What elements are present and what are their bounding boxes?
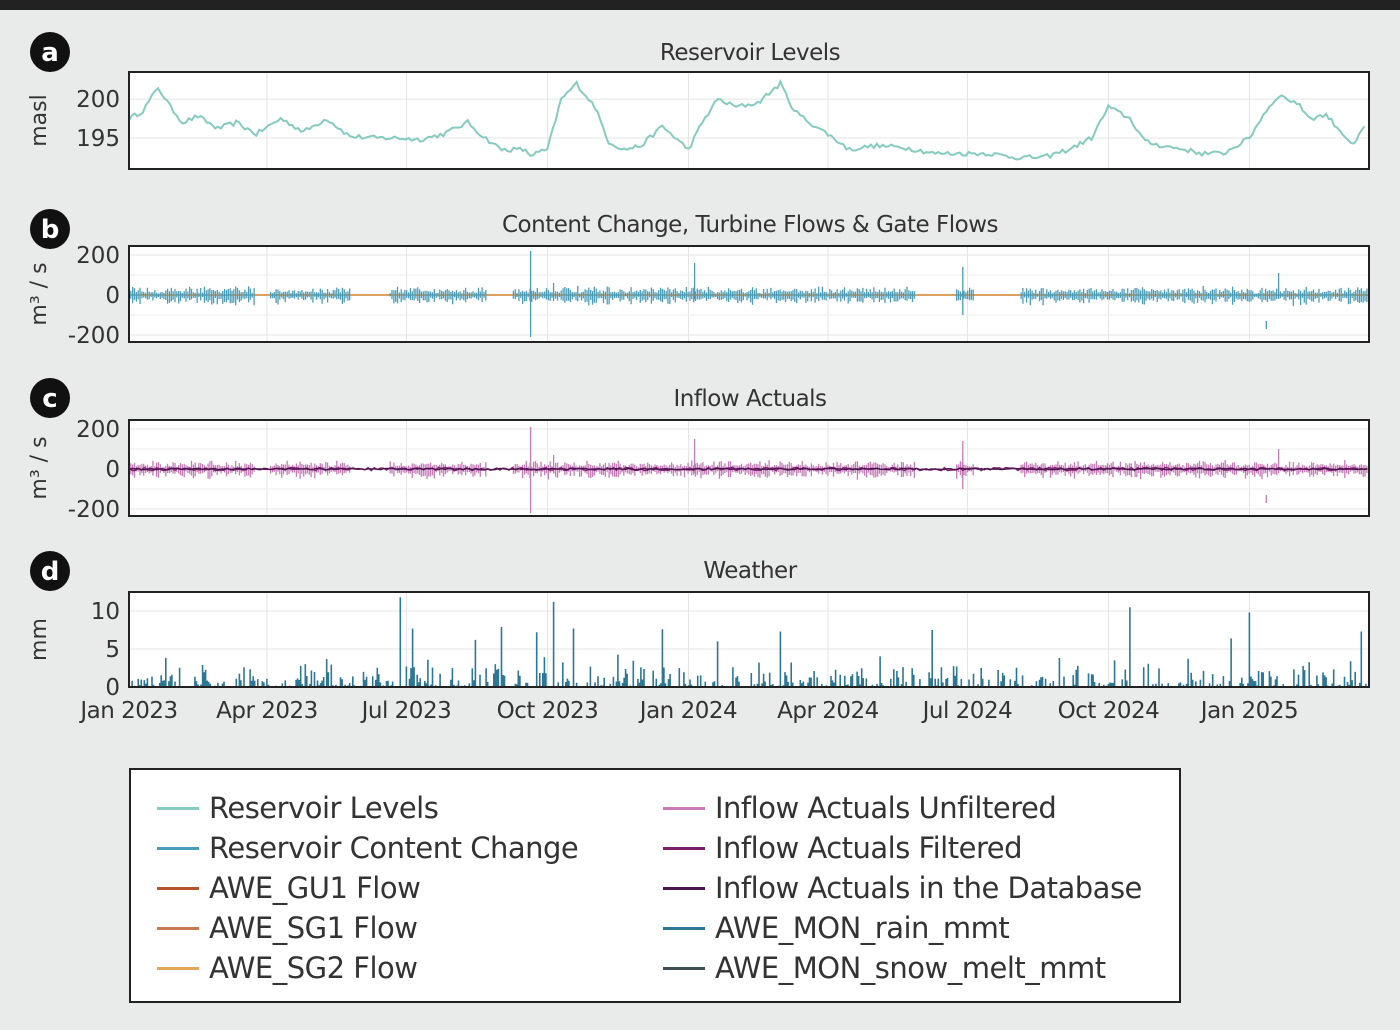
panel-letter-badge [30, 551, 70, 591]
legend: Reservoir Levels Reservoir Content Chang… [129, 768, 1181, 1003]
panel-c: c Inflow Actuals m³ / s -200 0 200 [27, 378, 1370, 523]
plot-frame [128, 591, 1370, 688]
legend-label: Reservoir Content Change [209, 831, 579, 865]
legend-label: AWE_SG1 Flow [209, 911, 418, 945]
x-tick-label: Jan 2023 [78, 698, 177, 724]
panel-b: b Content Change, Turbine Flows & Gate Fl… [27, 209, 1370, 349]
plot-area [129, 592, 1369, 687]
panel-letter-badge [30, 209, 70, 249]
panel-letter: d [41, 557, 60, 587]
plot-frame [128, 245, 1370, 343]
y-tick-label: 200 [76, 243, 120, 269]
legend-label: Inflow Actuals Filtered [715, 831, 1023, 865]
legend-swatch [663, 806, 705, 810]
panel-title: Inflow Actuals [673, 386, 826, 412]
x-tick-label: Jul 2023 [360, 698, 452, 724]
legend-label: AWE_MON_rain_mmt [715, 911, 1010, 945]
panel-letter-badge [30, 378, 70, 418]
panel-letter-badge [30, 32, 70, 72]
panel-title: Reservoir Levels [660, 40, 840, 66]
legend-swatch [663, 926, 705, 930]
y-tick-label: 0 [105, 675, 120, 701]
panel-letter: b [41, 215, 60, 245]
legend-label: AWE_GU1 Flow [209, 871, 421, 905]
legend-swatch [663, 886, 705, 890]
legend-item: AWE_GU1 Flow [157, 868, 578, 908]
panel-letter: c [42, 384, 57, 414]
y-tick-label: 200 [76, 417, 120, 443]
panel-letter: a [41, 38, 59, 68]
legend-label: AWE_MON_snow_melt_mmt [715, 951, 1106, 985]
legend-label: Inflow Actuals Unfiltered [715, 791, 1057, 825]
x-tick-label: Apr 2024 [777, 698, 879, 724]
legend-item: Reservoir Content Change [157, 828, 579, 868]
x-tick-label: Oct 2024 [1058, 698, 1160, 724]
legend-swatch [157, 966, 199, 970]
x-tick-label: Apr 2023 [216, 698, 318, 724]
y-tick-label: 5 [105, 637, 120, 663]
grid [128, 72, 1369, 169]
legend-swatch [663, 846, 705, 850]
series-group [129, 251, 1369, 337]
panel-a: a Reservoir Levels masl 195 200 [27, 32, 1370, 170]
plot-area [129, 72, 1369, 169]
plot-frame [128, 71, 1370, 170]
panel-d: d Weather mm 0 5 10 Jan 2023 Apr 2023 Jul 2023 Oc… [27, 551, 1370, 724]
y-tick-label: -200 [68, 497, 120, 523]
series-line-inflow-actuals-in-the-database [129, 467, 1368, 471]
y-axis-label: masl [27, 94, 52, 147]
y-tick-label: 0 [105, 457, 120, 483]
legend-swatch [157, 806, 199, 810]
legend-item: AWE_MON_rain_mmt [663, 908, 1142, 948]
legend-label: AWE_SG2 Flow [209, 951, 418, 985]
figure: a Reservoir Levels masl 195 200 b Content Chan… [27, 32, 1370, 724]
legend-item: Inflow Actuals Filtered [663, 828, 1142, 868]
series-group [129, 78, 1366, 161]
legend-column-left: Reservoir Levels Reservoir Content Chang… [157, 788, 579, 988]
legend-label: Reservoir Levels [209, 791, 439, 825]
x-tick-label: Jul 2024 [921, 698, 1013, 724]
panel-title: Content Change, Turbine Flows & Gate Flo… [502, 212, 998, 238]
plot-frame [128, 419, 1370, 517]
series-line-reservoir-levels [129, 78, 1366, 161]
y-tick-label: 10 [91, 599, 120, 625]
y-axis-label: mm [27, 618, 52, 661]
legend-column-right: Inflow Actuals Unfiltered Inflow Actuals… [663, 788, 1142, 988]
series-group [129, 427, 1369, 513]
series-line-reservoir-content-change [129, 251, 1369, 337]
legend-swatch [157, 846, 199, 850]
legend-item: AWE_SG1 Flow [157, 908, 578, 948]
legend-item: Reservoir Levels [157, 788, 578, 828]
legend-label: Inflow Actuals in the Database [715, 871, 1142, 905]
top-bar [0, 0, 1400, 10]
y-tick-label: -200 [68, 323, 120, 349]
legend-swatch [663, 966, 705, 970]
y-tick-label: 0 [105, 283, 120, 309]
x-tick-label: Jan 2025 [1199, 698, 1298, 724]
panel-title: Weather [703, 558, 797, 584]
legend-item: Inflow Actuals in the Database [663, 868, 1142, 908]
y-tick-label: 195 [76, 126, 120, 152]
legend-item: AWE_SG2 Flow [157, 948, 578, 988]
x-tick-label: Jan 2024 [638, 698, 737, 724]
legend-swatch [157, 886, 199, 890]
x-tick-label: Oct 2023 [497, 698, 599, 724]
legend-swatch [157, 926, 199, 930]
y-axis-label: m³ / s [27, 262, 52, 325]
legend-item: Inflow Actuals Unfiltered [663, 788, 1142, 828]
y-tick-label: 200 [76, 87, 120, 113]
y-axis-label: m³ / s [27, 436, 52, 499]
legend-item: AWE_MON_snow_melt_mmt [663, 948, 1142, 988]
